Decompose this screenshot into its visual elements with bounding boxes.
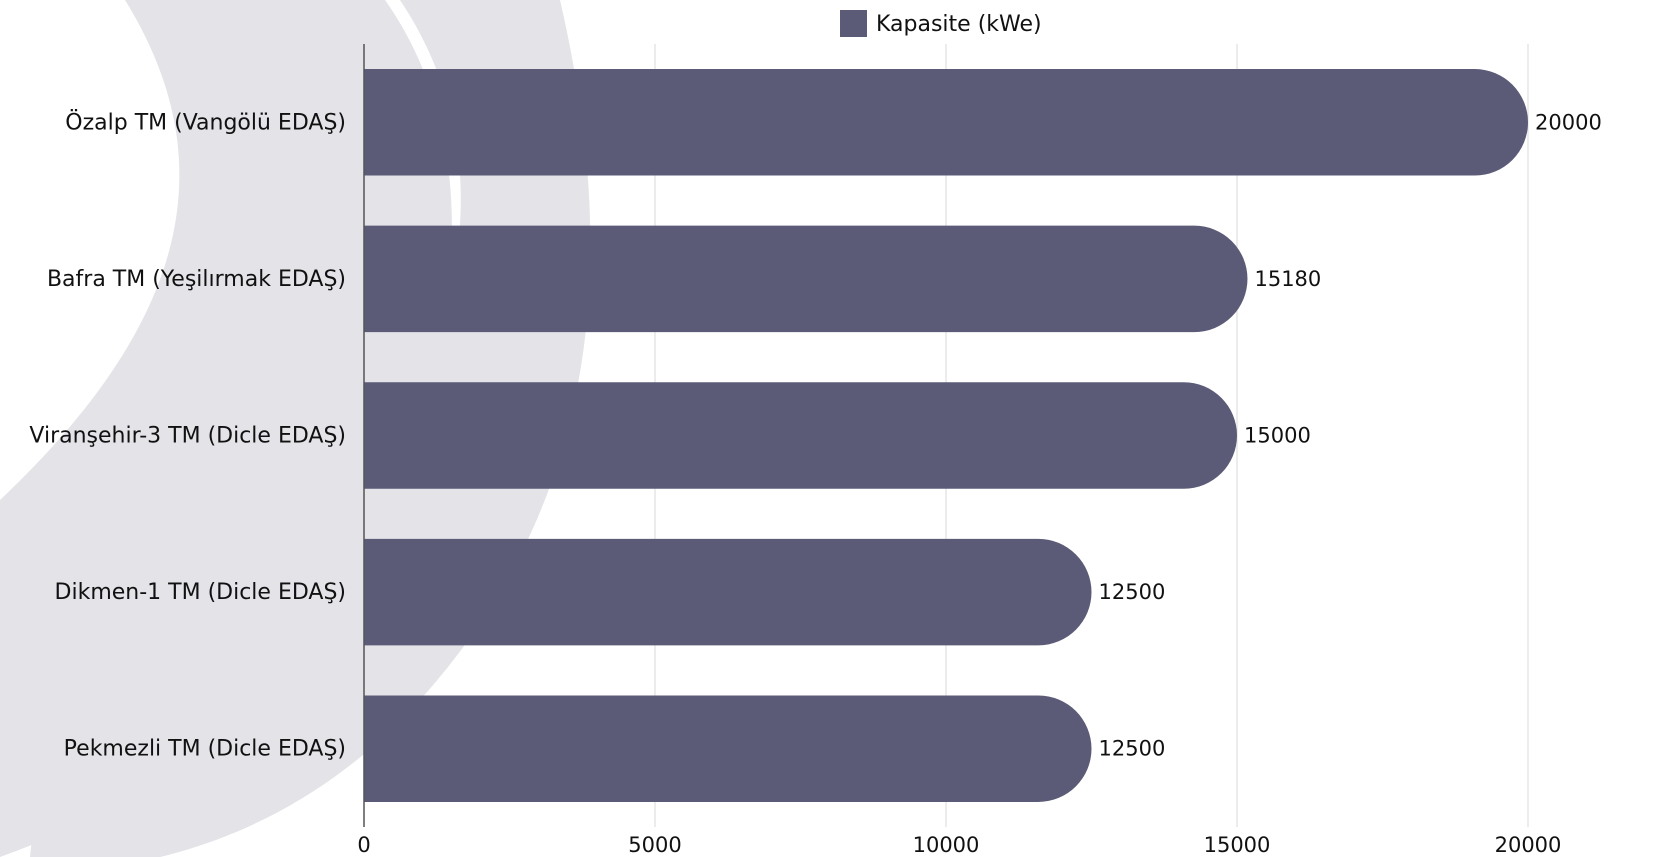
x-tick-label: 5000 — [628, 833, 681, 857]
value-labels: 20000 15180 15000 12500 12500 — [1099, 110, 1602, 760]
bar — [364, 69, 1528, 176]
legend-swatch — [840, 10, 867, 37]
bar — [364, 538, 1092, 646]
x-tick-label: 15000 — [1204, 833, 1271, 857]
value-label: 12500 — [1099, 580, 1166, 604]
category-label: Bafra TM (Yeşilırmak EDAŞ) — [47, 267, 346, 292]
x-tick-label: 20000 — [1495, 833, 1562, 857]
value-label: 15180 — [1254, 267, 1321, 291]
watermark-swoosh — [0, 0, 452, 857]
value-label: 15000 — [1244, 424, 1311, 448]
bars — [364, 69, 1528, 802]
value-label: 20000 — [1535, 110, 1602, 134]
category-labels: Özalp TM (Vangölü EDAŞ) Bafra TM (Yeşilır… — [29, 109, 346, 761]
bar — [364, 225, 1248, 333]
category-label: Viranşehir-3 TM (Dicle EDAŞ) — [29, 424, 346, 449]
category-label: Dikmen-1 TM (Dicle EDAŞ) — [55, 580, 346, 605]
legend-label: Kapasite (kWe) — [876, 12, 1042, 37]
x-tick-label: 0 — [357, 833, 370, 857]
category-label: Özalp TM (Vangölü EDAŞ) — [65, 109, 346, 135]
x-tick-labels: 0 5000 10000 15000 20000 — [357, 833, 1561, 857]
legend: Kapasite (kWe) — [840, 10, 1042, 37]
value-label: 12500 — [1099, 737, 1166, 761]
bar — [364, 695, 1092, 802]
x-tick-label: 10000 — [913, 833, 980, 857]
bar — [364, 382, 1237, 489]
category-label: Pekmezli TM (Dicle EDAŞ) — [64, 737, 346, 762]
